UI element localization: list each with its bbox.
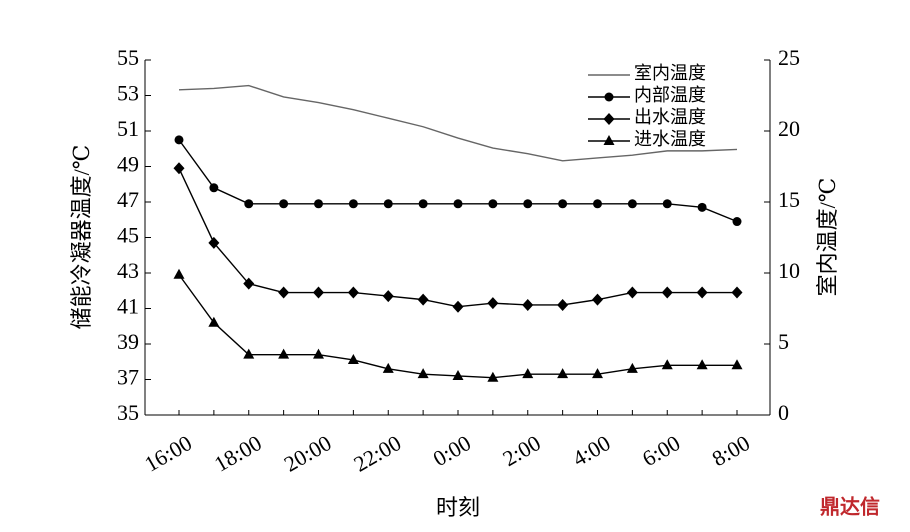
series-line bbox=[178, 84, 738, 162]
marker bbox=[487, 371, 499, 382]
y2-tick-label: 20 bbox=[778, 116, 800, 141]
marker bbox=[661, 286, 673, 299]
y2-tick-label: 0 bbox=[778, 400, 789, 425]
marker bbox=[592, 293, 603, 306]
marker bbox=[487, 297, 499, 310]
marker bbox=[383, 199, 393, 209]
marker bbox=[452, 369, 464, 380]
y-tick-label: 37 bbox=[117, 365, 139, 390]
marker bbox=[604, 92, 614, 102]
series-line bbox=[178, 274, 737, 379]
marker bbox=[603, 135, 615, 145]
y2-tick-label: 25 bbox=[778, 45, 800, 70]
marker bbox=[696, 359, 708, 370]
marker bbox=[382, 290, 394, 303]
marker bbox=[522, 298, 534, 311]
x-tick-label: 0:00 bbox=[429, 430, 475, 471]
marker bbox=[661, 359, 673, 370]
marker bbox=[313, 286, 324, 299]
watermark: 鼎达信 bbox=[820, 495, 880, 519]
y-tick-label: 41 bbox=[117, 294, 139, 319]
x-tick-label: 20:00 bbox=[280, 430, 336, 477]
y-tick-label: 35 bbox=[117, 400, 139, 425]
y-tick-label: 55 bbox=[117, 45, 139, 70]
x-tick-label: 2:00 bbox=[498, 430, 544, 471]
legend-label: 出水温度 bbox=[634, 107, 706, 127]
y-tick-label: 53 bbox=[117, 81, 139, 106]
marker bbox=[557, 298, 569, 311]
marker bbox=[313, 348, 324, 359]
marker bbox=[279, 199, 289, 209]
y2-axis-label: 室内温度/℃ bbox=[815, 178, 840, 297]
y-tick-label: 49 bbox=[117, 152, 139, 177]
y-tick-label: 47 bbox=[117, 187, 139, 212]
marker bbox=[593, 199, 602, 209]
marker bbox=[696, 286, 708, 299]
marker bbox=[627, 199, 637, 209]
marker bbox=[603, 113, 615, 125]
marker bbox=[173, 162, 185, 175]
y2-tick-label: 5 bbox=[778, 329, 789, 354]
y2-tick-label: 10 bbox=[778, 258, 800, 283]
x-tick-label: 6:00 bbox=[638, 430, 684, 471]
legend-label: 内部温度 bbox=[634, 85, 706, 105]
marker bbox=[731, 359, 743, 370]
x-tick-label: 16:00 bbox=[140, 430, 196, 477]
marker bbox=[347, 353, 359, 364]
marker bbox=[348, 199, 358, 209]
marker bbox=[453, 199, 463, 209]
marker bbox=[626, 362, 638, 373]
marker bbox=[662, 199, 672, 209]
marker bbox=[278, 286, 290, 299]
marker bbox=[278, 348, 290, 359]
marker bbox=[488, 199, 498, 209]
marker bbox=[208, 316, 220, 327]
y2-tick-label: 15 bbox=[778, 187, 800, 212]
y-tick-label: 51 bbox=[117, 116, 139, 141]
marker bbox=[697, 202, 707, 212]
marker bbox=[732, 217, 742, 227]
marker bbox=[522, 368, 534, 379]
marker bbox=[523, 199, 533, 209]
marker bbox=[382, 362, 394, 373]
legend-label: 进水温度 bbox=[634, 129, 706, 149]
legend-label: 室内温度 bbox=[634, 63, 706, 83]
y-axis-label: 储能冷凝器温度/℃ bbox=[69, 145, 94, 330]
marker bbox=[243, 348, 255, 359]
marker bbox=[417, 368, 429, 379]
x-tick-label: 18:00 bbox=[210, 430, 266, 477]
marker bbox=[626, 286, 638, 299]
marker bbox=[452, 300, 464, 313]
marker bbox=[173, 268, 185, 279]
marker bbox=[558, 199, 568, 209]
marker bbox=[592, 368, 603, 379]
marker bbox=[557, 368, 569, 379]
marker bbox=[417, 293, 429, 306]
series-line bbox=[178, 167, 737, 308]
y-tick-label: 39 bbox=[117, 329, 139, 354]
x-tick-label: 4:00 bbox=[568, 430, 614, 471]
marker bbox=[208, 236, 220, 249]
y-tick-label: 45 bbox=[117, 223, 139, 248]
marker bbox=[731, 286, 743, 299]
marker bbox=[418, 199, 428, 209]
marker bbox=[243, 277, 255, 290]
x-tick-label: 8:00 bbox=[708, 430, 754, 471]
x-tick-label: 22:00 bbox=[349, 430, 405, 477]
x-axis-label: 时刻 bbox=[436, 495, 480, 520]
marker bbox=[347, 286, 359, 299]
y-tick-label: 43 bbox=[117, 258, 139, 283]
marker bbox=[314, 199, 323, 209]
marker bbox=[209, 183, 219, 193]
marker bbox=[174, 135, 184, 145]
marker bbox=[244, 199, 254, 209]
